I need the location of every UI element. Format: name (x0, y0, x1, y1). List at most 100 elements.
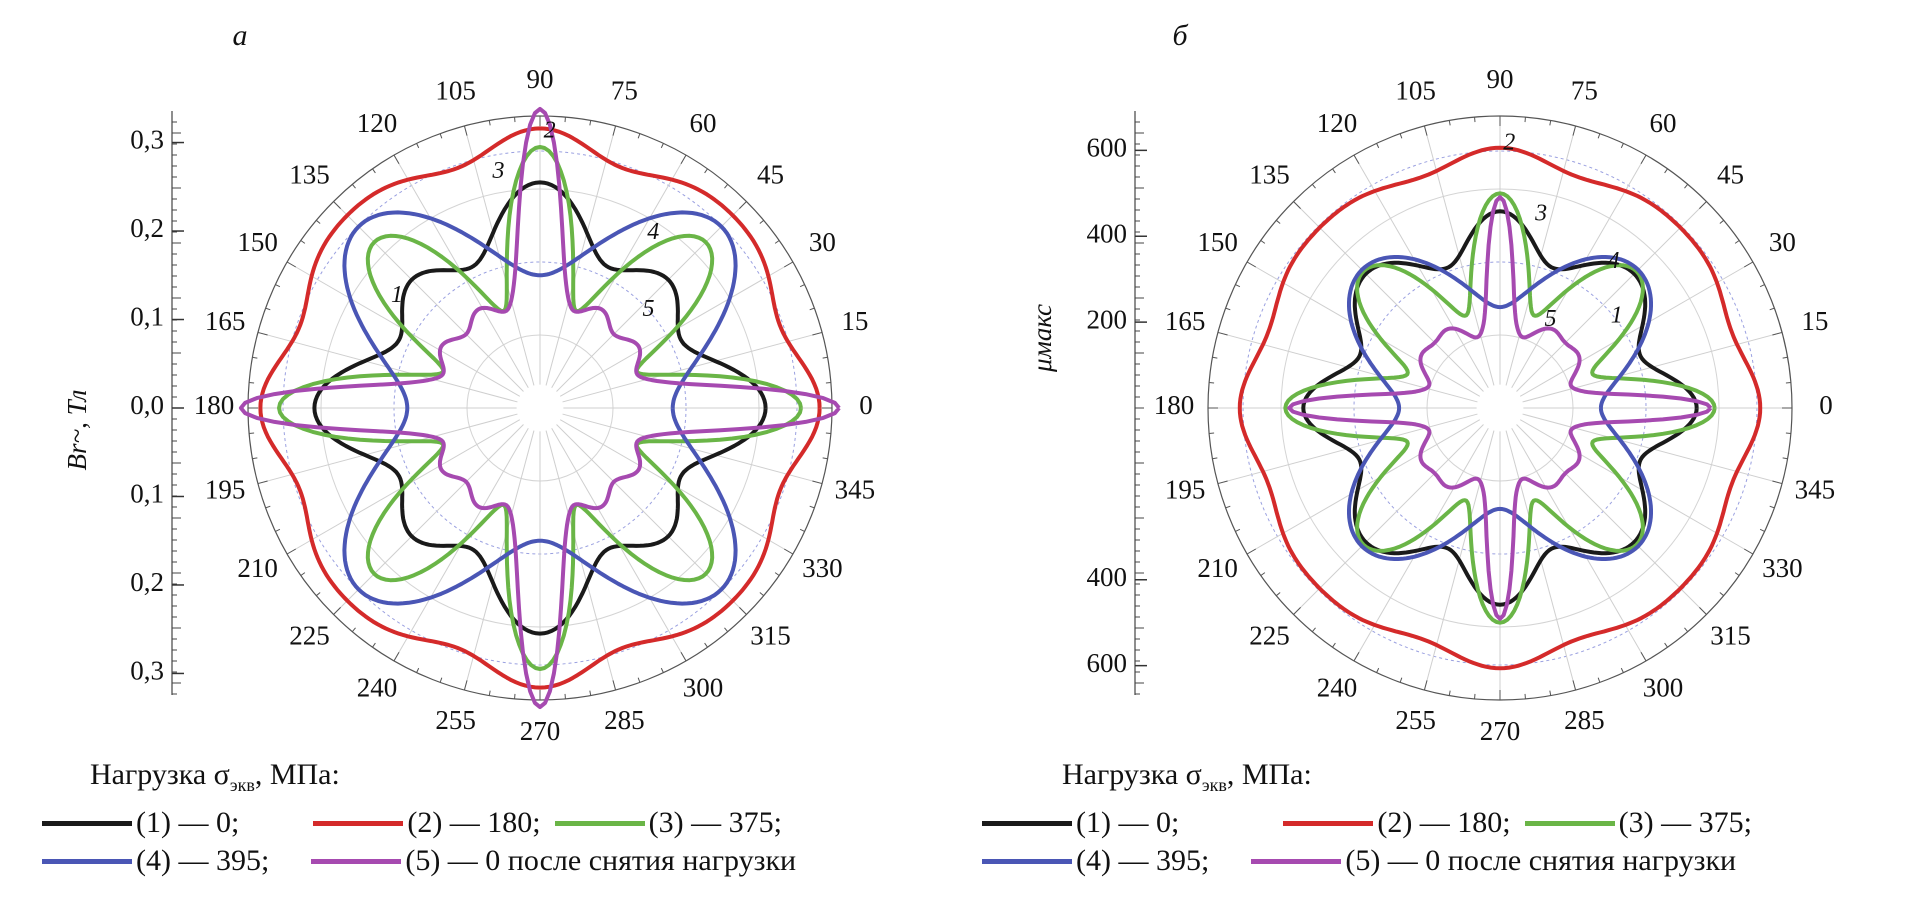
angle-tick-mark (1782, 457, 1788, 460)
angle-tick-mark (1260, 240, 1266, 244)
angle-tick-mark (799, 284, 805, 288)
angle-tick-mark (1225, 307, 1231, 311)
angle-tick-mark (759, 219, 765, 224)
angle-tick-mark (393, 651, 400, 662)
y-tick-label: 0,0 (130, 390, 164, 420)
angle-tick-mark (1684, 627, 1689, 633)
angle-tick-mark (739, 607, 747, 615)
angle-tick-mark (351, 627, 356, 633)
angle-tick-label: 0 (1819, 390, 1833, 420)
legend-b-swatch-4 (982, 858, 1072, 864)
angle-tick-mark (812, 480, 823, 485)
legend-panel-b: Нагрузка σэкв, МПа: (1) — 0; (2) — 180; … (982, 756, 1766, 880)
angle-tick-mark (783, 548, 794, 555)
angle-tick-label: 270 (520, 716, 561, 746)
angle-tick-label: 165 (1165, 306, 1206, 336)
legend-b-item-5: (5) — 0 после снятия нагрузки (1251, 842, 1736, 880)
series-curve-5 (238, 106, 841, 710)
legend-title-b: Нагрузка σэкв, МПа: (1062, 758, 1312, 795)
angle-tick-mark (1597, 133, 1601, 139)
angle-tick-mark (1664, 168, 1668, 174)
legend-b-row-1: (1) — 0; (2) — 180; (3) — 375; (982, 804, 1766, 842)
grid-spoke (1246, 419, 1481, 555)
angle-tick-mark (257, 480, 268, 485)
angle-tick-mark (1260, 572, 1266, 576)
angle-tick-label: 45 (1717, 160, 1744, 190)
angle-tick-mark (1620, 143, 1624, 149)
curve-label-5: 5 (642, 296, 654, 322)
curve-label-2: 2 (544, 118, 556, 144)
angle-tick-mark (589, 120, 592, 126)
legend-item-1: (1) — 0; (42, 804, 239, 842)
series-curve-1 (1301, 209, 1699, 607)
legend-b-item-4: (4) — 395; (982, 842, 1209, 880)
angle-tick-mark (1684, 183, 1689, 189)
legend-label-1: (1) — 0; (136, 806, 240, 839)
angle-tick-mark (1699, 607, 1707, 615)
angle-tick-mark (1353, 651, 1360, 662)
angle-tick-mark (809, 307, 815, 311)
angle-tick-label: 345 (1795, 475, 1836, 505)
angle-tick-mark (1332, 168, 1336, 174)
angle-tick-mark (759, 592, 765, 597)
angle-tick-mark (1225, 505, 1231, 509)
angle-tick-label: 15 (1801, 306, 1828, 336)
angle-tick-mark (416, 143, 420, 149)
angle-tick-label: 0 (859, 390, 873, 420)
legend-b-item-2: (2) — 180; (1283, 804, 1511, 842)
angle-tick-mark (1597, 677, 1601, 683)
angle-tick-mark (372, 168, 376, 174)
legend-label-3: (3) — 375; (648, 806, 782, 839)
angle-tick-label: 300 (683, 673, 724, 703)
angle-tick-label: 120 (1317, 108, 1358, 138)
panel-label: б (1172, 19, 1188, 52)
y-axis-label: Br~, Тл (62, 390, 92, 471)
legend-b-swatch-1 (982, 820, 1072, 826)
angle-tick-mark (637, 677, 641, 683)
angle-tick-label: 165 (205, 306, 246, 336)
angle-tick-label: 285 (1564, 705, 1605, 735)
angle-tick-mark (1620, 667, 1624, 673)
legend-row-2: (4) — 395; (5) — 0 после снятия нагрузки (42, 842, 810, 880)
y-tick-label: 0,3 (130, 125, 164, 155)
angle-tick-mark (1311, 183, 1316, 189)
angle-tick-label: 105 (1395, 75, 1436, 105)
series-curve-3 (277, 145, 803, 671)
grid (248, 116, 832, 700)
angle-tick-label: 45 (757, 160, 784, 190)
y-tick-label: 0,2 (130, 567, 164, 597)
legend-swatch-3 (554, 820, 645, 826)
curve-label-2: 2 (1503, 130, 1515, 156)
angle-tick-mark (1275, 592, 1281, 597)
angle-tick-mark (1719, 592, 1725, 597)
angle-tick-mark (1743, 261, 1754, 268)
angle-tick-mark (1759, 528, 1765, 532)
series-curve-3 (1283, 191, 1717, 625)
angle-tick-mark (1311, 627, 1316, 633)
grid-spoke (1293, 424, 1484, 615)
polar-panel-b: 0153045607590105120135150165180195210225… (1027, 19, 1835, 746)
legend-swatch-5 (311, 858, 402, 864)
curve-label-3: 3 (492, 158, 505, 184)
legend-b-label-5: (5) — 0 после снятия нагрузки (1345, 844, 1737, 877)
angle-tick-mark (463, 125, 468, 136)
curve-label-4: 4 (647, 219, 659, 245)
y-tick-label: 600 (1087, 648, 1128, 678)
angle-tick-mark (680, 154, 687, 165)
angle-tick-mark (252, 457, 258, 460)
angle-tick-mark (265, 307, 271, 311)
grid-spoke (1353, 427, 1489, 662)
angle-tick-mark (812, 331, 823, 336)
angle-tick-mark (439, 133, 443, 139)
grid-spoke (1519, 419, 1754, 555)
y-axis-label: μмакс (1027, 304, 1057, 373)
angle-tick-mark (1293, 201, 1301, 209)
angle-tick-label: 15 (841, 306, 868, 336)
angle-tick-mark (822, 457, 828, 460)
series-curve-2 (1237, 145, 1763, 671)
legend-b-swatch-5 (1251, 858, 1342, 864)
angle-tick-label: 210 (1197, 553, 1238, 583)
angle-tick-label: 150 (237, 227, 278, 257)
legend-title: Нагрузка σэкв, МПа: (90, 758, 340, 795)
angle-tick-mark (300, 572, 306, 576)
